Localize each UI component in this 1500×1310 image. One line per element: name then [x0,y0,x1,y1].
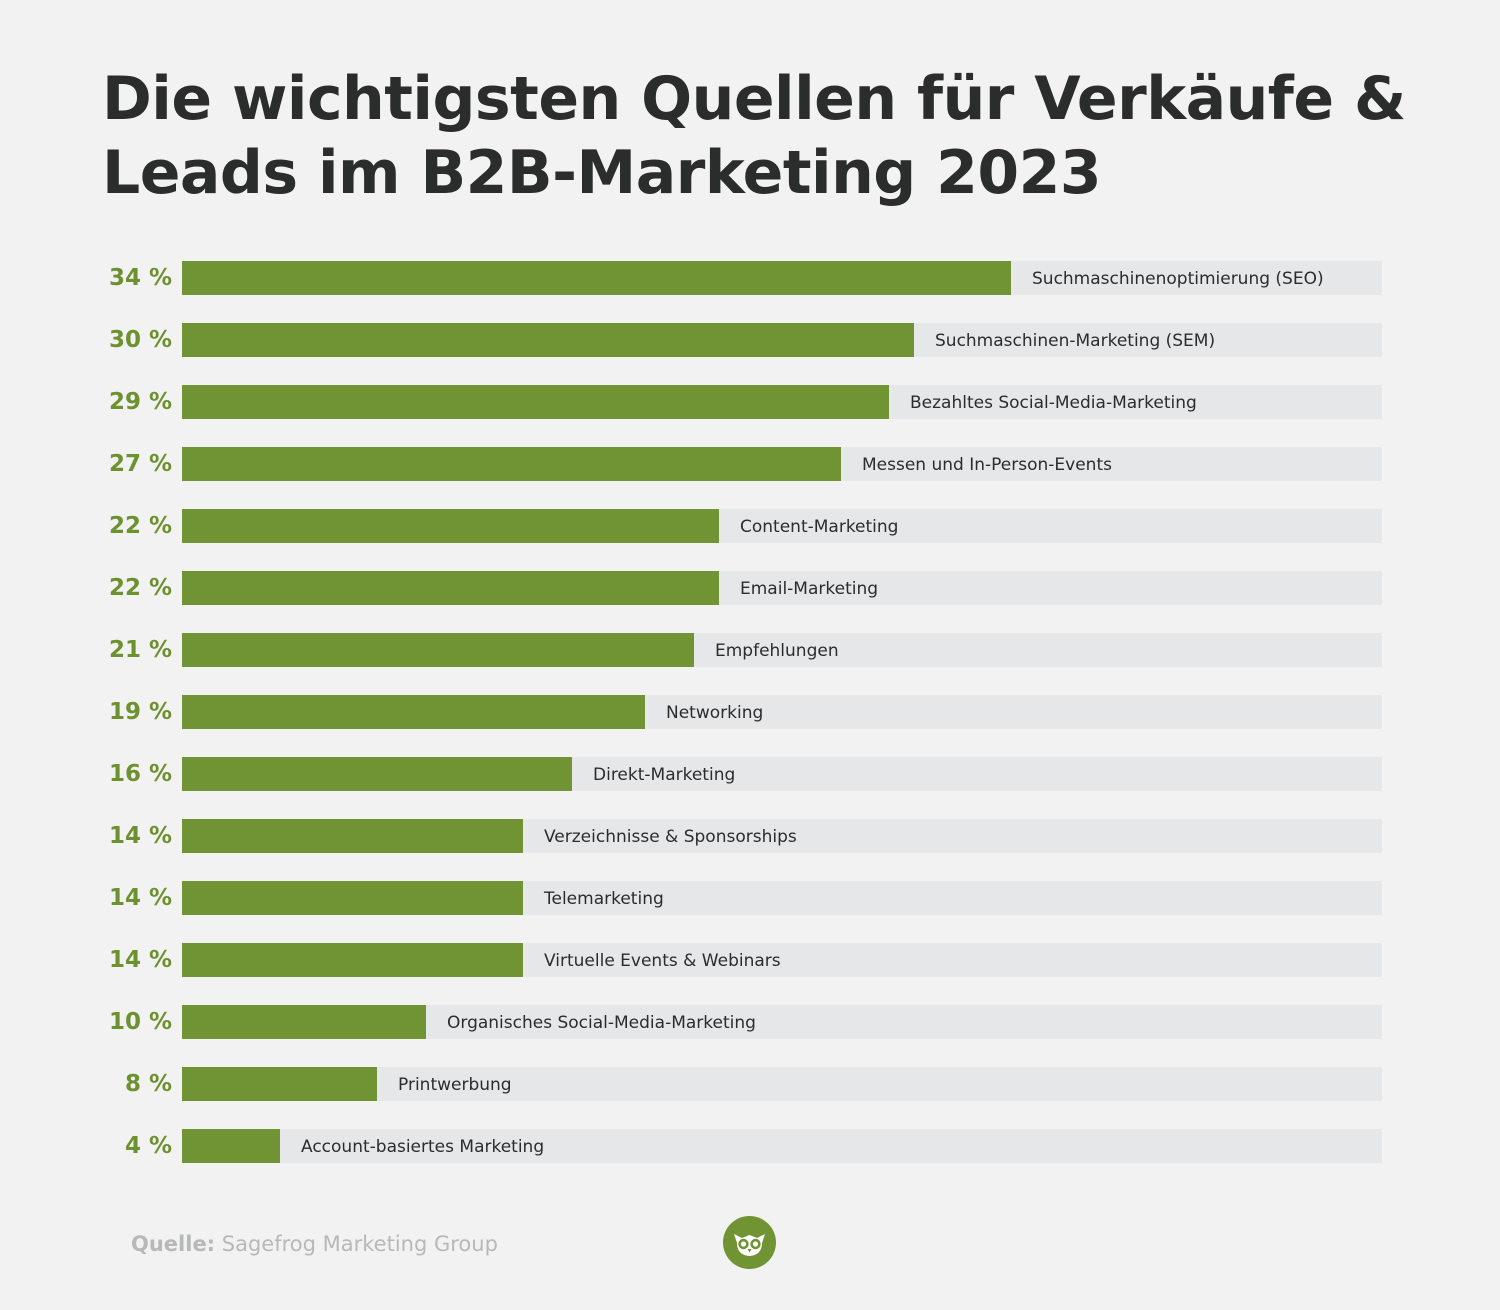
bar-track: Networking [182,695,1382,729]
category-label: Messen und In-Person-Events [862,455,1112,475]
bar-row: 30 % Suchmaschinen-Marketing (SEM) [0,323,1500,357]
source-label: Quelle: [131,1232,216,1256]
bar-row: 21 % Empfehlungen [0,633,1500,667]
bar-track: Email-Marketing [182,571,1382,605]
value-label: 30 % [108,327,172,353]
bar [182,571,719,605]
bar [182,447,841,481]
bar-row: 22 % Content-Marketing [0,509,1500,543]
bar [182,819,523,853]
value-label: 14 % [108,947,172,973]
value-label: 8 % [124,1071,172,1097]
bar-row: 29 % Bezahltes Social-Media-Marketing [0,385,1500,419]
bar [182,1129,280,1163]
bar [182,757,572,791]
value-label: 14 % [108,885,172,911]
owl-logo-icon [723,1216,776,1269]
bar-track: Printwerbung [182,1067,1382,1101]
bar-track: Bezahltes Social-Media-Marketing [182,385,1382,419]
category-label: Suchmaschinenoptimierung (SEO) [1032,269,1324,289]
bar-track: Empfehlungen [182,633,1382,667]
bar [182,261,1011,295]
category-label: Empfehlungen [715,641,839,661]
bar-track: Messen und In-Person-Events [182,447,1382,481]
bar [182,1067,377,1101]
category-label: Networking [666,703,764,723]
bar-row: 27 % Messen und In-Person-Events [0,447,1500,481]
bar-row: 22 % Email-Marketing [0,571,1500,605]
bar-row: 19 % Networking [0,695,1500,729]
page-title: Die wichtigsten Quellen für Verkäufe & L… [102,64,1406,208]
bar-track: Direkt-Marketing [182,757,1382,791]
bar-track: Content-Marketing [182,509,1382,543]
bar-row: 14 % Verzeichnisse & Sponsorships [0,819,1500,853]
bar-track: Organisches Social-Media-Marketing [182,1005,1382,1039]
bar-track: Suchmaschinen-Marketing (SEM) [182,323,1382,357]
value-label: 14 % [108,823,172,849]
bar-track: Suchmaschinenoptimierung (SEO) [182,261,1382,295]
bar [182,385,889,419]
value-label: 10 % [108,1009,172,1035]
category-label: Printwerbung [398,1075,512,1095]
bar-track: Account-basiertes Marketing [182,1129,1382,1163]
category-label: Content-Marketing [740,517,899,537]
category-label: Organisches Social-Media-Marketing [447,1013,756,1033]
value-label: 34 % [108,265,172,291]
source-note: Quelle: Sagefrog Marketing Group [131,1230,498,1258]
bar-row: 14 % Virtuelle Events & Webinars [0,943,1500,977]
category-label: Bezahltes Social-Media-Marketing [910,393,1197,413]
bar-row: 10 % Organisches Social-Media-Marketing [0,1005,1500,1039]
bar-row: 16 % Direkt-Marketing [0,757,1500,791]
category-label: Suchmaschinen-Marketing (SEM) [935,331,1216,351]
category-label: Verzeichnisse & Sponsorships [544,827,797,847]
value-label: 19 % [108,699,172,725]
bar [182,881,523,915]
value-label: 16 % [108,761,172,787]
category-label: Direkt-Marketing [593,765,736,785]
bar-row: 8 % Printwerbung [0,1067,1500,1101]
category-label: Email-Marketing [740,579,879,599]
value-label: 22 % [108,513,172,539]
source-text: Sagefrog Marketing Group [221,1232,498,1256]
category-label: Account-basiertes Marketing [301,1137,545,1157]
bar-track: Telemarketing [182,881,1382,915]
bar-row: 34 % Suchmaschinenoptimierung (SEO) [0,261,1500,295]
value-label: 21 % [108,637,172,663]
bar [182,633,694,667]
value-label: 22 % [108,575,172,601]
value-label: 27 % [108,451,172,477]
category-label: Virtuelle Events & Webinars [544,951,781,971]
bar-row: 14 % Telemarketing [0,881,1500,915]
value-label: 4 % [124,1133,172,1159]
bar [182,943,523,977]
bar-row: 4 % Account-basiertes Marketing [0,1129,1500,1163]
bar [182,323,914,357]
value-label: 29 % [108,389,172,415]
bar [182,509,719,543]
bar [182,695,645,729]
bar-track: Virtuelle Events & Webinars [182,943,1382,977]
bar-track: Verzeichnisse & Sponsorships [182,819,1382,853]
bar [182,1005,426,1039]
category-label: Telemarketing [544,889,664,909]
